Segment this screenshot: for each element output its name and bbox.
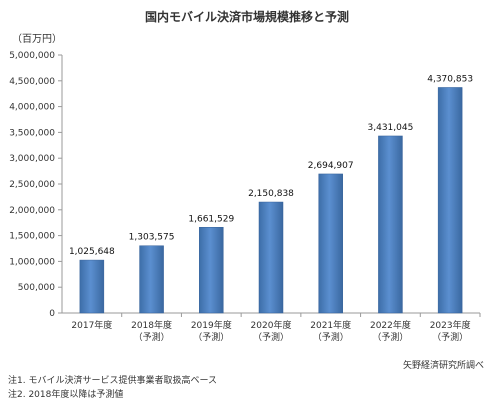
bar bbox=[79, 259, 105, 314]
y-tick-label: 3,000,000 bbox=[9, 154, 55, 164]
y-tick-label: 3,500,000 bbox=[9, 128, 55, 138]
bar bbox=[199, 227, 224, 314]
x-tick-label: 2022年度 bbox=[370, 319, 411, 331]
y-tick-label: 1,500,000 bbox=[9, 232, 55, 242]
note-2: 注2. 2018年度以降は予測値 bbox=[8, 390, 124, 400]
bar bbox=[318, 173, 343, 314]
chart-title: 国内モバイル決済市場規模推移と予測 bbox=[144, 10, 349, 24]
y-tick-label: 2,000,000 bbox=[9, 206, 55, 216]
y-tick-label: 5,000,000 bbox=[9, 51, 55, 61]
x-tick-label: 2017年度 bbox=[71, 319, 112, 331]
data-label: 4,370,853 bbox=[427, 74, 473, 84]
bar bbox=[378, 135, 403, 314]
bar bbox=[139, 245, 164, 314]
y-tick-label: 1,000,000 bbox=[9, 257, 55, 267]
data-label: 2,694,907 bbox=[308, 161, 354, 171]
source-label: 矢野経済研究所調べ bbox=[402, 361, 484, 371]
x-tick-label: （予測） bbox=[372, 331, 408, 343]
bar bbox=[437, 87, 463, 314]
note-1: 注1. モバイル決済サービス提供事業者取扱高ベース bbox=[8, 376, 217, 386]
x-tick-label: （予測） bbox=[253, 331, 289, 343]
data-label: 2,150,838 bbox=[248, 189, 294, 199]
data-label: 1,303,575 bbox=[129, 233, 175, 243]
y-tick-label: 2,500,000 bbox=[9, 180, 55, 190]
x-tick-label: （予測） bbox=[432, 331, 468, 343]
x-tick-label: （予測） bbox=[134, 331, 170, 343]
x-tick-label: 2020年度 bbox=[251, 319, 292, 331]
x-tick-label: 2021年度 bbox=[310, 319, 351, 331]
bar bbox=[258, 201, 284, 314]
y-tick-label: 4,000,000 bbox=[9, 103, 55, 113]
y-tick-label: 500,000 bbox=[18, 283, 55, 293]
x-tick-label: 2019年度 bbox=[191, 319, 232, 331]
x-tick-label: 2018年度 bbox=[131, 319, 172, 331]
y-axis-unit-label: （百万円） bbox=[12, 34, 62, 45]
y-tick-label: 0 bbox=[49, 309, 55, 319]
x-tick-label: （予測） bbox=[193, 331, 229, 343]
x-tick-label: 2023年度 bbox=[430, 319, 471, 331]
x-tick-label: （予測） bbox=[313, 331, 349, 343]
data-label: 3,431,045 bbox=[368, 123, 414, 133]
data-label: 1,025,648 bbox=[69, 247, 115, 257]
y-tick-label: 4,500,000 bbox=[9, 77, 55, 87]
data-label: 1,661,529 bbox=[188, 214, 234, 224]
